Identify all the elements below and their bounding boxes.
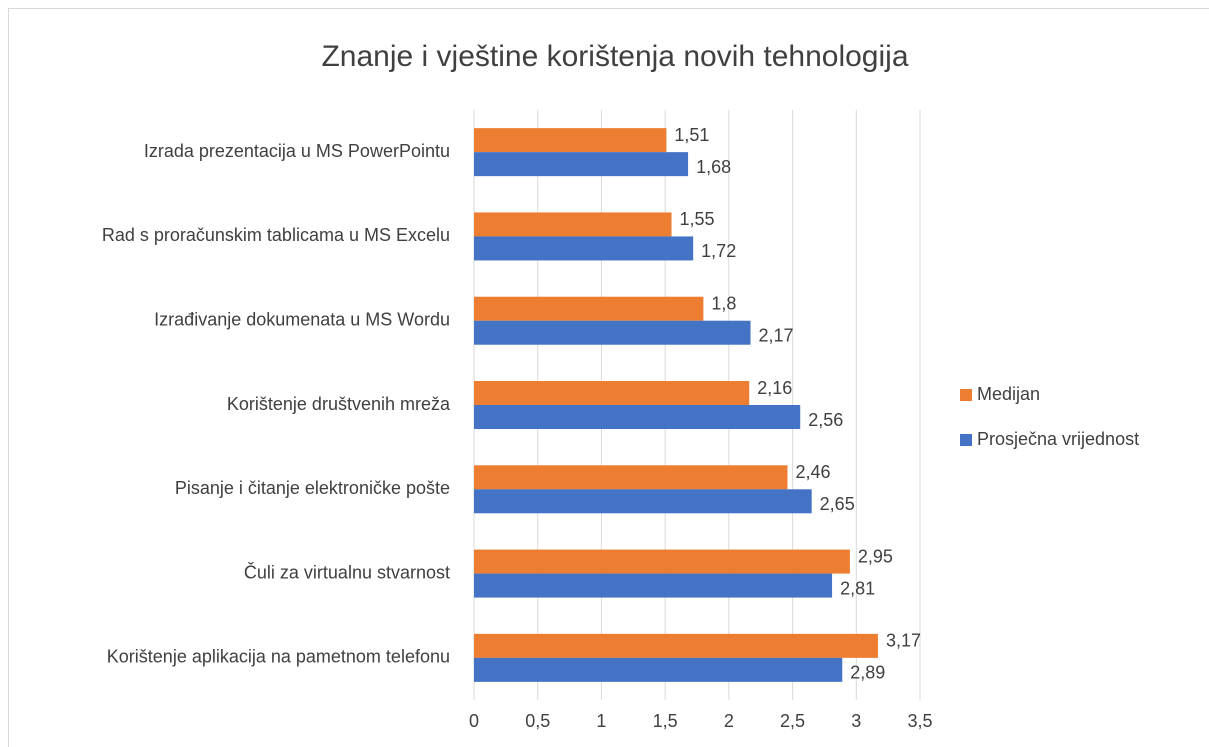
y-tick-label: Rad s proračunskim tablicama u MS Excelu xyxy=(102,225,450,245)
y-tick-label: Čuli za virtualnu stvarnost xyxy=(244,561,450,582)
value-label: 1,55 xyxy=(680,209,715,229)
legend-label: Prosječna vrijednost xyxy=(977,429,1139,449)
legend-label: Medijan xyxy=(977,384,1040,404)
x-tick-label: 2 xyxy=(724,711,734,731)
value-label: 2,81 xyxy=(840,578,875,598)
bar xyxy=(474,152,689,177)
value-label: 2,89 xyxy=(850,663,885,683)
x-tick-label: 3 xyxy=(851,711,861,731)
value-label: 1,51 xyxy=(674,125,709,145)
value-label: 2,95 xyxy=(858,546,893,566)
y-tick-label: Korištenje društvenih mreža xyxy=(227,394,451,414)
bar xyxy=(474,489,812,514)
value-label: 2,17 xyxy=(759,325,794,345)
bar xyxy=(474,573,833,598)
bar xyxy=(474,381,750,405)
x-tick-label: 0 xyxy=(469,711,479,731)
x-tick-label: 0,5 xyxy=(525,711,550,731)
value-label: 1,8 xyxy=(711,293,736,313)
value-label: 2,65 xyxy=(820,494,855,514)
bar xyxy=(474,465,788,490)
bar xyxy=(474,657,843,682)
x-tick-label: 1,5 xyxy=(653,711,678,731)
chart-title: Znanje i vještine korištenja novih tehno… xyxy=(321,40,908,73)
bar xyxy=(474,236,694,261)
bar xyxy=(474,296,704,321)
legend-swatch xyxy=(960,389,972,401)
bar xyxy=(474,128,667,153)
y-tick-label: Izrađivanje dokumenata u MS Wordu xyxy=(154,309,450,329)
value-label: 1,72 xyxy=(701,241,736,261)
x-tick-label: 3,5 xyxy=(907,711,932,731)
value-label: 2,46 xyxy=(795,462,830,482)
bar xyxy=(474,633,878,658)
y-tick-label: Korištenje aplikacija na pametnom telefo… xyxy=(107,647,450,667)
value-label: 1,68 xyxy=(696,157,731,177)
legend-swatch xyxy=(960,434,972,446)
bar xyxy=(474,320,751,345)
y-tick-label: Izrada prezentacija u MS PowerPointu xyxy=(144,141,450,161)
x-tick-label: 1 xyxy=(596,711,606,731)
bar xyxy=(474,549,850,574)
bar xyxy=(474,212,672,237)
bar xyxy=(474,405,801,429)
value-label: 2,16 xyxy=(757,378,792,398)
value-label: 2,56 xyxy=(808,410,843,430)
y-tick-label: Pisanje i čitanje elektroničke pošte xyxy=(175,478,450,498)
x-tick-label: 2,5 xyxy=(780,711,805,731)
value-label: 3,17 xyxy=(886,631,921,651)
